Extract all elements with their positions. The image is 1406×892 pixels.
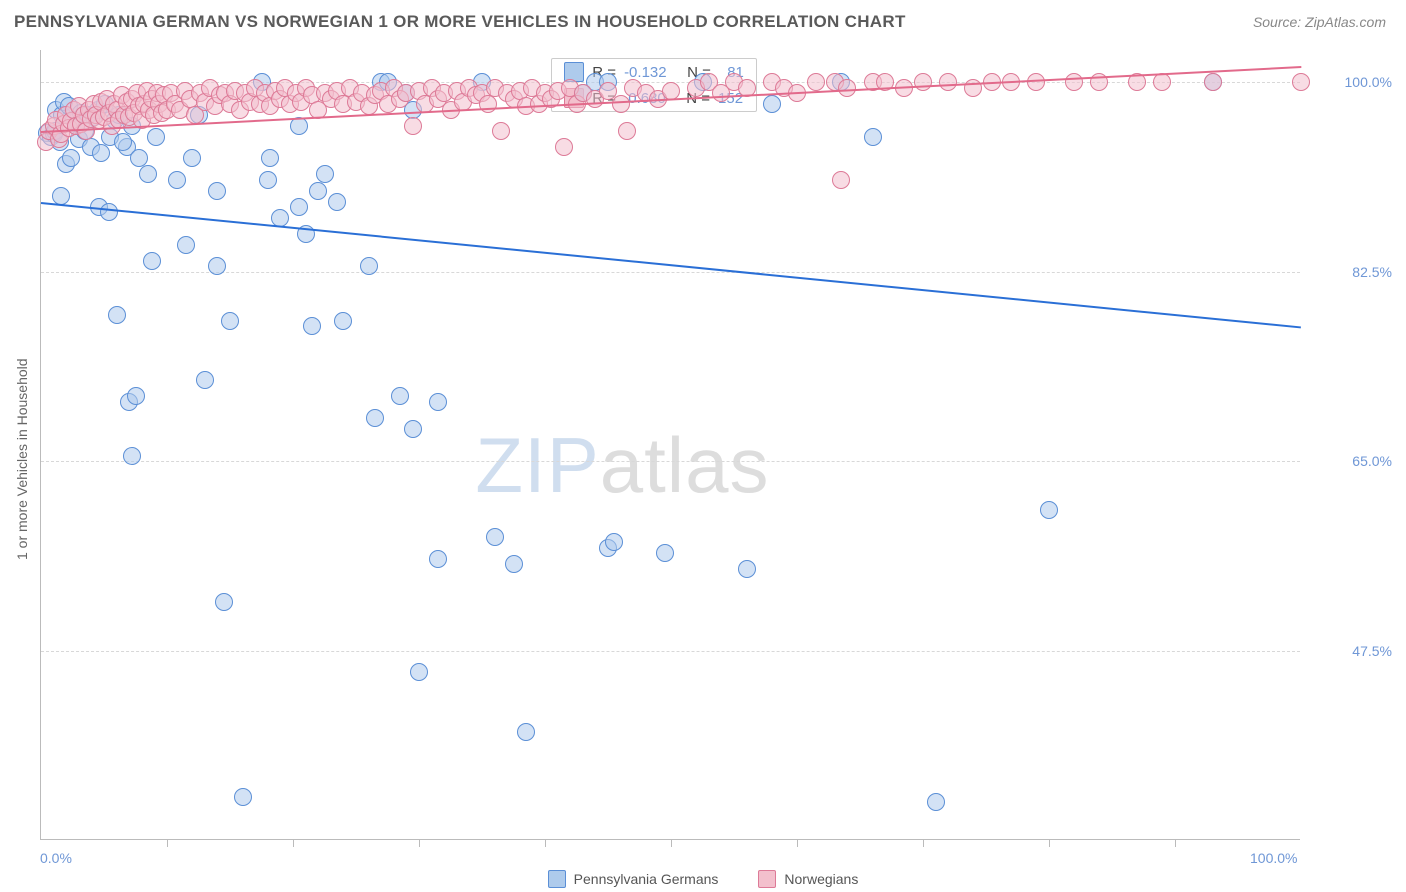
data-point bbox=[964, 79, 982, 97]
data-point bbox=[234, 788, 252, 806]
data-point bbox=[92, 144, 110, 162]
x-tick bbox=[1049, 839, 1050, 847]
data-point bbox=[1292, 73, 1310, 91]
data-point bbox=[1040, 501, 1058, 519]
data-point bbox=[404, 117, 422, 135]
data-point bbox=[864, 128, 882, 146]
bottom-legend: Pennsylvania Germans Norwegians bbox=[0, 870, 1406, 888]
data-point bbox=[939, 73, 957, 91]
data-point bbox=[505, 555, 523, 573]
data-point bbox=[914, 73, 932, 91]
data-point bbox=[147, 128, 165, 146]
data-point bbox=[738, 560, 756, 578]
data-point bbox=[183, 149, 201, 167]
watermark-part-b: atlas bbox=[600, 421, 770, 509]
data-point bbox=[410, 663, 428, 681]
watermark: ZIPatlas bbox=[475, 420, 769, 511]
data-point bbox=[114, 133, 132, 151]
y-tick-label: 82.5% bbox=[1312, 264, 1392, 280]
legend-swatch bbox=[758, 870, 776, 888]
gridline bbox=[41, 461, 1300, 462]
data-point bbox=[479, 95, 497, 113]
data-point bbox=[404, 420, 422, 438]
data-point bbox=[927, 793, 945, 811]
data-point bbox=[838, 79, 856, 97]
data-point bbox=[334, 312, 352, 330]
data-point bbox=[215, 593, 233, 611]
data-point bbox=[486, 528, 504, 546]
x-tick bbox=[167, 839, 168, 847]
data-point bbox=[1027, 73, 1045, 91]
data-point bbox=[108, 306, 126, 324]
trend-line bbox=[41, 202, 1301, 328]
source-attribution: Source: ZipAtlas.com bbox=[1253, 14, 1386, 30]
x-axis-min-label: 0.0% bbox=[40, 850, 72, 866]
data-point bbox=[208, 182, 226, 200]
data-point bbox=[143, 252, 161, 270]
y-axis-label: 1 or more Vehicles in Household bbox=[14, 358, 30, 560]
data-point bbox=[1065, 73, 1083, 91]
watermark-part-a: ZIP bbox=[475, 421, 599, 509]
data-point bbox=[290, 198, 308, 216]
data-point bbox=[492, 122, 510, 140]
data-point bbox=[177, 236, 195, 254]
data-point bbox=[391, 387, 409, 405]
data-point bbox=[832, 171, 850, 189]
data-point bbox=[429, 550, 447, 568]
data-point bbox=[605, 533, 623, 551]
data-point bbox=[555, 138, 573, 156]
x-tick bbox=[1175, 839, 1176, 847]
gridline bbox=[41, 651, 1300, 652]
scatter-plot-area: ZIPatlas R =-0.132 N = 81R = 0.680 N =15… bbox=[40, 50, 1300, 840]
x-tick bbox=[671, 839, 672, 847]
data-point bbox=[196, 371, 214, 389]
x-tick bbox=[797, 839, 798, 847]
y-tick-label: 100.0% bbox=[1312, 74, 1392, 90]
legend-label: Pennsylvania Germans bbox=[574, 871, 719, 887]
data-point bbox=[309, 182, 327, 200]
data-point bbox=[123, 447, 141, 465]
data-point bbox=[366, 409, 384, 427]
data-point bbox=[656, 544, 674, 562]
data-point bbox=[763, 95, 781, 113]
data-point bbox=[261, 149, 279, 167]
data-point bbox=[139, 165, 157, 183]
data-point bbox=[807, 73, 825, 91]
x-tick bbox=[545, 839, 546, 847]
x-tick bbox=[293, 839, 294, 847]
chart-title: PENNSYLVANIA GERMAN VS NORWEGIAN 1 OR MO… bbox=[14, 12, 906, 32]
x-tick bbox=[923, 839, 924, 847]
data-point bbox=[130, 149, 148, 167]
y-tick-label: 65.0% bbox=[1312, 453, 1392, 469]
legend-item: Pennsylvania Germans bbox=[548, 870, 719, 888]
data-point bbox=[1204, 73, 1222, 91]
data-point bbox=[618, 122, 636, 140]
legend-item: Norwegians bbox=[758, 870, 858, 888]
gridline bbox=[41, 272, 1300, 273]
data-point bbox=[316, 165, 334, 183]
data-point bbox=[517, 723, 535, 741]
data-point bbox=[100, 203, 118, 221]
data-point bbox=[62, 149, 80, 167]
r-value: -0.132 bbox=[624, 64, 667, 81]
data-point bbox=[221, 312, 239, 330]
x-axis-max-label: 100.0% bbox=[1250, 850, 1297, 866]
data-point bbox=[208, 257, 226, 275]
data-point bbox=[1153, 73, 1171, 91]
data-point bbox=[328, 193, 346, 211]
legend-label: Norwegians bbox=[784, 871, 858, 887]
data-point bbox=[259, 171, 277, 189]
x-tick bbox=[419, 839, 420, 847]
data-point bbox=[612, 95, 630, 113]
data-point bbox=[360, 257, 378, 275]
data-point bbox=[127, 387, 145, 405]
data-point bbox=[303, 317, 321, 335]
legend-swatch bbox=[548, 870, 566, 888]
data-point bbox=[168, 171, 186, 189]
y-tick-label: 47.5% bbox=[1312, 643, 1392, 659]
data-point bbox=[429, 393, 447, 411]
